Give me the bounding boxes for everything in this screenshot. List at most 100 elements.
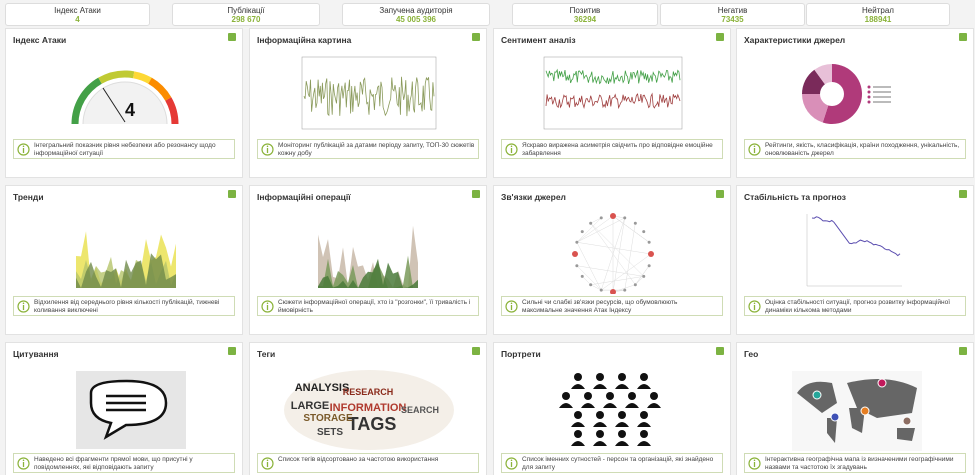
info-circle	[17, 300, 30, 313]
body	[581, 403, 595, 408]
info-dot	[510, 145, 513, 148]
widget-title: Зв'язки джерел	[501, 192, 566, 202]
edge	[624, 223, 636, 291]
widget: Сентимент аналіз Яскраво виражена асиметр…	[493, 28, 731, 178]
gauge-value: 4	[125, 100, 135, 120]
body	[593, 384, 607, 389]
edge	[612, 215, 650, 243]
stat-card[interactable]: Індекс Атаки 4	[5, 3, 150, 26]
gauge-arc	[165, 97, 179, 125]
chart-frame	[301, 56, 437, 130]
info-circle	[748, 300, 761, 313]
expand-button[interactable]	[472, 190, 480, 198]
stat-card[interactable]: Позитив 36294	[512, 3, 658, 26]
body	[637, 384, 651, 389]
node	[642, 274, 646, 278]
stat-card[interactable]: Негатив 73435	[660, 3, 805, 26]
map-pin	[877, 378, 887, 388]
legend-text	[873, 101, 891, 103]
node	[610, 213, 616, 219]
tag-word: STORAGE	[303, 413, 353, 424]
tag-word: ANALYSIS	[295, 382, 350, 394]
node	[633, 283, 637, 287]
legend-dot	[867, 95, 871, 99]
node	[648, 251, 654, 257]
info-box: Сильні чи слабкі зв'язки ресурсів, що об…	[501, 296, 723, 316]
donut-hole	[820, 82, 844, 106]
info-dot	[266, 302, 269, 305]
node	[580, 230, 584, 234]
expand-button[interactable]	[716, 347, 724, 355]
info-box: Інтерактивна географічна мапа із визначе…	[744, 453, 966, 473]
map-pin	[860, 406, 870, 416]
node	[575, 240, 579, 244]
tag-word: SETS	[317, 427, 343, 438]
surface	[318, 258, 418, 288]
description: Список тегів відсортовано за частотою ви…	[278, 456, 439, 463]
info-dot	[753, 459, 756, 462]
stat-card[interactable]: Запучена аудиторія 45 005 396	[342, 3, 490, 26]
info-dot	[510, 459, 513, 462]
head	[640, 411, 648, 419]
info-box: Сюжети інформаційної операції, хто із "р…	[257, 296, 479, 316]
legend-text	[873, 96, 891, 98]
widget-title: Інформаційна картина	[257, 35, 352, 45]
description: Інтерактивна географічна мапа із визначе…	[765, 456, 954, 471]
expand-button[interactable]	[716, 33, 724, 41]
info-box: Список іменних сутностей - персон та орг…	[501, 453, 723, 473]
line	[811, 216, 901, 257]
stat-value: 45 005 396	[395, 15, 437, 24]
line	[545, 92, 681, 110]
expand-button[interactable]	[228, 190, 236, 198]
expand-button[interactable]	[959, 33, 967, 41]
description: Відхилення від середнього рівня кількост…	[34, 299, 220, 314]
info-box: Рейтинги, якість, класифікація, країни п…	[744, 139, 966, 159]
expand-button[interactable]	[472, 347, 480, 355]
info-box: Оцінка стабільності ситуації, прогноз ро…	[744, 296, 966, 316]
edge	[601, 253, 652, 291]
edge	[590, 276, 644, 285]
thumbnail	[76, 371, 186, 449]
expand-button[interactable]	[959, 347, 967, 355]
info-icon	[748, 457, 761, 470]
info-circle	[505, 300, 518, 313]
legend-dot	[867, 100, 871, 104]
thumbnail	[806, 214, 902, 287]
widget-title: Сентимент аналіз	[501, 35, 576, 45]
description: Інтегральний показник рівня небезпеки аб…	[34, 142, 216, 157]
thumbnail	[301, 56, 437, 130]
widget: Портрети Список іменних сутностей - персо…	[493, 342, 731, 475]
description: Оцінка стабільності ситуації, прогноз ро…	[765, 299, 951, 314]
expand-button[interactable]	[472, 33, 480, 41]
description: Список іменних сутностей - персон та орг…	[522, 456, 714, 471]
head	[618, 411, 626, 419]
info-icon	[748, 300, 761, 313]
widget: Зв'язки джерел Сильні чи слабкі зв'язки р…	[493, 185, 731, 335]
expand-button[interactable]	[228, 33, 236, 41]
expand-button[interactable]	[716, 190, 724, 198]
chart-frame	[543, 56, 683, 130]
tag-word: INFORMATION	[330, 402, 407, 414]
body	[571, 384, 585, 389]
stat-card[interactable]: Публікації 298 670	[172, 3, 320, 26]
edge	[590, 217, 602, 224]
expand-button[interactable]	[959, 190, 967, 198]
head	[596, 411, 604, 419]
surface	[318, 255, 418, 288]
head	[640, 430, 648, 438]
widget-title: Індекс Атаки	[13, 35, 67, 45]
stat-card[interactable]: Нейтрал 188941	[806, 3, 950, 26]
body	[637, 422, 651, 427]
widget: Індекс Атаки 4 Інтегральний показник рівня…	[5, 28, 243, 178]
gauge-inner	[82, 81, 168, 125]
body	[571, 441, 585, 446]
thumbnail	[318, 225, 418, 288]
expand-button[interactable]	[228, 347, 236, 355]
info-icon	[261, 143, 274, 156]
info-box: Яскраво виражена асиметрія свідчить про …	[501, 139, 723, 159]
info-circle	[505, 457, 518, 470]
stat-label: Негатив	[717, 6, 748, 15]
info-circle	[261, 300, 274, 313]
stat-value: 298 670	[231, 15, 261, 24]
